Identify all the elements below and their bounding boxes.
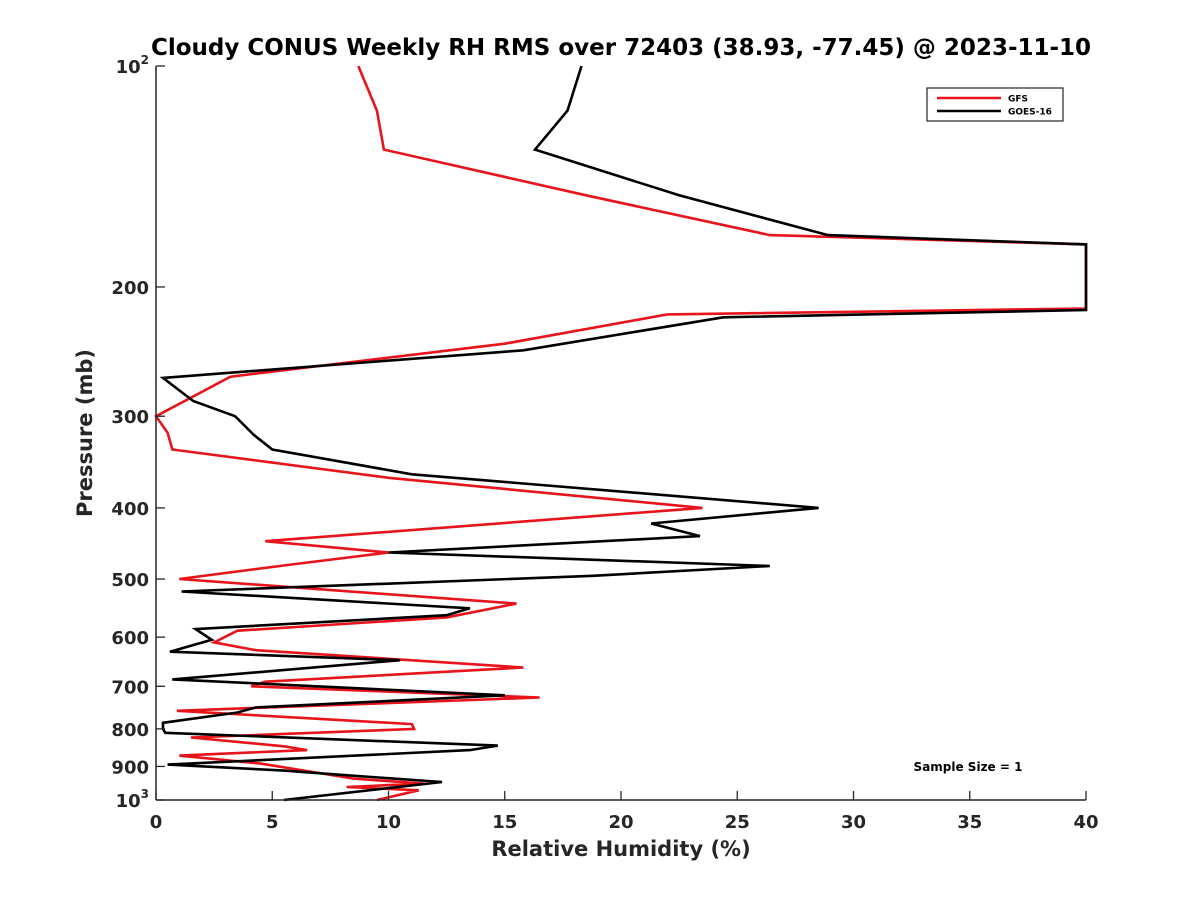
legend-box — [926, 87, 1064, 122]
legend-label-gfs: GFS — [1008, 95, 1028, 105]
series-line-goes-16 — [159, 65, 1088, 802]
chart-title: Cloudy CONUS Weekly RH RMS over 72403 (3… — [151, 35, 1091, 61]
y-tick-label: 600 — [111, 628, 149, 649]
x-axis-label: Relative Humidity (%) — [491, 837, 750, 861]
y-tick-label: 400 — [111, 499, 149, 520]
x-tick-label: 25 — [725, 812, 750, 833]
y-tick-label: 300 — [111, 407, 149, 428]
y-ticks: 102 200 300 400 500 600 700 800 900 103 — [111, 53, 165, 812]
legend: GFS GOES-16 — [926, 87, 1064, 122]
x-tick-label: 0 — [150, 812, 163, 833]
x-tick-label: 35 — [957, 812, 982, 833]
x-tick-label: 5 — [266, 812, 279, 833]
series-layer — [154, 65, 1088, 802]
legend-label-goes-16: GOES-16 — [1008, 108, 1052, 118]
x-tick-label: 15 — [492, 812, 517, 833]
x-tick-label: 10 — [376, 812, 401, 833]
y-tick-label: 500 — [111, 570, 149, 591]
y-tick-label: 900 — [111, 757, 149, 778]
x-tick-label: 20 — [608, 812, 633, 833]
y-tick-label: 102 — [116, 53, 149, 78]
sample-size-annotation: Sample Size = 1 — [914, 760, 1023, 774]
y-tick-label: 700 — [111, 677, 149, 698]
series-line-gfs — [154, 65, 1088, 802]
y-axis-label: Pressure (mb) — [73, 349, 97, 517]
x-tick-label: 30 — [841, 812, 866, 833]
y-tick-label: 200 — [111, 278, 149, 299]
y-tick-label: 103 — [116, 787, 149, 812]
x-ticks: 0 5 10 15 20 25 30 35 40 — [150, 791, 1099, 833]
x-tick-label: 40 — [1073, 812, 1098, 833]
y-tick-label: 800 — [111, 720, 149, 741]
